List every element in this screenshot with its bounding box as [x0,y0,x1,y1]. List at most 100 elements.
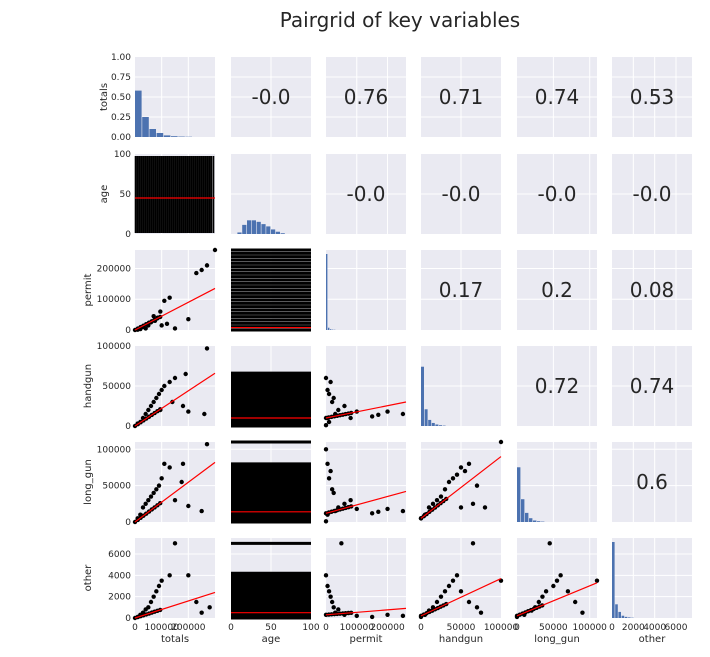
y-axis-totals: 0.00 0.25 0.50 0.75 1.00 totals [99,53,131,143]
panel-age-vs-age [231,154,311,234]
scatter-long_gun-vs-handgun [418,439,504,521]
scatter-point [474,605,480,610]
correlation-value: -0.0 [537,182,576,206]
panel-age-vs-other [612,154,692,234]
scatter-point [323,519,329,524]
correlation-value: 0.72 [535,374,580,398]
panel-totals-vs-handgun [421,57,501,137]
scatter-point [478,610,484,615]
histogram-bar [424,409,428,426]
scatter-point [342,403,347,409]
x-axis-label: other [639,634,667,645]
scatter-point [146,407,151,413]
x-tick-label: 0 [132,623,138,633]
scatter-point [466,461,472,467]
histogram-bar [529,518,533,522]
histogram-bar [271,229,276,234]
scatter-point [554,578,560,583]
panel-age-vs-handgun [421,154,501,234]
panel-background [612,442,692,522]
x-tick-label: 0 [514,623,520,633]
scatter-point [354,506,359,512]
panel-totals-vs-other [612,57,692,137]
correlation-value: 0.74 [535,85,580,109]
scatter-point [442,487,448,492]
scatter-point [167,573,172,578]
histogram-bar [421,366,424,426]
scatter-point [167,379,172,385]
scatter-point [151,490,156,496]
scatter-point [331,395,336,401]
regression-line [325,607,407,616]
scatter-point [325,387,330,393]
scatter-long_gun-vs-permit [323,447,407,524]
scatter-point [354,613,359,619]
scatter-point [470,541,476,546]
scatter-point [400,508,406,514]
scatter-point [348,415,353,421]
histogram-bar [624,616,628,618]
scatter-point [207,605,212,610]
x-axis-label: age [262,634,281,645]
regression-line [134,461,216,523]
scatter-point [442,589,448,594]
histogram-bar [533,520,537,522]
scatter-point [323,573,329,578]
panel-permit-vs-other [612,250,692,330]
regression-line [420,456,502,519]
scatter-point [167,295,172,300]
scatter-point [325,583,330,589]
y-tick-label: 50000 [102,482,131,492]
regression-line [134,372,216,427]
y-tick-label: 100000 [97,342,132,352]
scatter-point [430,501,436,507]
scatter-point [323,447,329,452]
scatter-point [551,583,556,589]
scatter-long_gun-vs-age [231,440,311,524]
regression-line [134,591,216,619]
scatter-point [167,465,172,470]
scatter-point [336,607,341,612]
y-tick-label: 0 [125,326,131,336]
scatter-point [325,461,330,467]
scatter-point [146,497,151,503]
scatter-point [482,505,488,510]
scatter-point [148,599,154,605]
scatter-point [376,509,381,515]
scatter-point [186,317,191,322]
panel-other-vs-other [612,538,692,618]
histogram-bar [256,221,261,234]
scatter-point [183,371,188,377]
y-tick-label: 50 [120,190,132,200]
scatter-point [470,501,476,507]
scatter-point [204,346,210,351]
regression-line [516,582,598,617]
histogram-bar [242,224,247,234]
regression-line [325,401,407,419]
scatter-point [466,599,472,605]
y-axis-label: other [83,564,94,592]
panel-permit-vs-long_gun [517,250,597,330]
scatter-point [140,505,146,510]
y-axis-label: age [99,185,110,204]
scatter-long_gun-vs-totals [132,441,216,525]
y-tick-label: 0.75 [111,73,131,83]
panel-other-vs-long_gun [517,538,597,618]
x-tick-label: 6000 [665,623,688,633]
y-axis-handgun: 0 50000 100000 handgun [83,342,131,432]
x-tick-label: 50000 [447,623,476,633]
y-tick-label: 0 [125,614,131,624]
histogram-bar [525,512,529,522]
scatter-point [159,387,164,393]
scatter-point [326,476,332,481]
scatter-point [156,583,162,589]
panel-age-vs-long_gun [517,154,597,234]
correlation-value: 0.08 [630,278,675,302]
scatter-point [329,399,335,405]
scatter-point [199,508,204,514]
scatter-point [385,506,390,512]
scatter-point [186,573,191,578]
